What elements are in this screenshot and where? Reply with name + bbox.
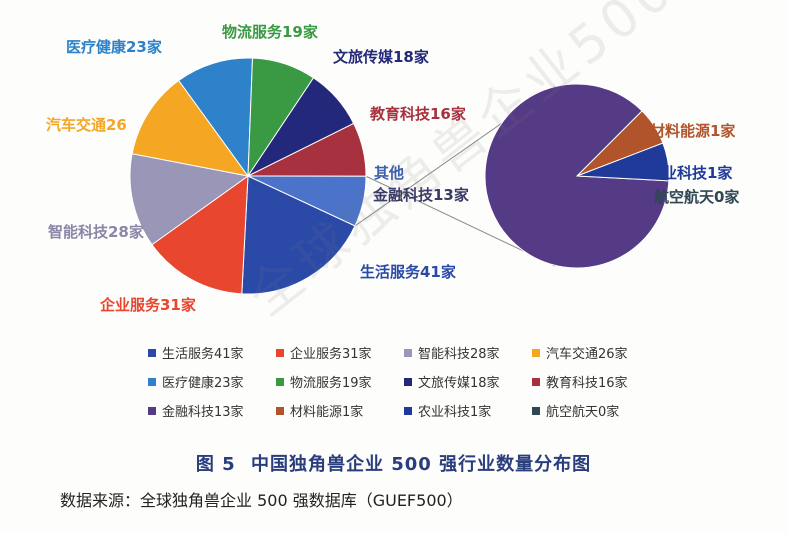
legend-label: 航空航天0家	[546, 405, 620, 420]
legend-label: 生活服务41家	[162, 347, 244, 362]
pie-slice-5	[177, 57, 254, 178]
legend-swatch	[532, 348, 540, 357]
legend-swatch	[404, 348, 412, 357]
pie-slice-4	[131, 79, 250, 177]
legend-swatch	[404, 377, 412, 386]
legend-item: 智能科技28家	[404, 343, 532, 362]
pie-slice-1	[241, 175, 356, 295]
legend-label: 金融科技13家	[162, 405, 244, 420]
pie-slice-2	[151, 174, 249, 295]
legend-swatch	[532, 406, 540, 415]
legend-swatch	[276, 348, 284, 357]
legend-label: 物流服务19家	[290, 376, 372, 391]
legend-item: 文旅传媒18家	[404, 372, 532, 391]
secondary-label-3: 业科技1家	[662, 164, 732, 182]
legend-item: 汽车交通26家	[532, 343, 660, 362]
legend-label: 医疗健康23家	[162, 376, 244, 391]
pie-slice-9	[247, 175, 367, 227]
legend-item: 物流服务19家	[276, 372, 404, 391]
data-source: 数据来源：全球独角兽企业 500 强数据库（GUEF500）	[60, 491, 463, 510]
data-label-3: 智能科技28家	[48, 223, 144, 241]
legend-label: 教育科技16家	[546, 376, 628, 391]
legend-row: 医疗健康23家 物流服务19家 文旅传媒18家 教育科技16家	[148, 367, 708, 396]
pie-slice-3	[129, 153, 250, 246]
figure-number: 图 5	[195, 454, 236, 475]
figure-caption: 图 5 中国独角兽企业 500 强行业数量分布图	[0, 450, 787, 476]
legend-row: 生活服务41家 企业服务31家 智能科技28家 汽车交通26家	[148, 338, 708, 367]
legend-swatch	[148, 377, 156, 386]
legend-item: 医疗健康23家	[148, 372, 276, 391]
legend-label: 材料能源1家	[290, 405, 364, 420]
secondary-pie	[484, 83, 670, 269]
legend-item: 金融科技13家	[148, 401, 276, 420]
data-label-6: 物流服务19家	[222, 23, 318, 41]
legend-swatch	[404, 406, 412, 415]
legend-label: 汽车交通26家	[546, 347, 628, 362]
data-label-8: 教育科技16家	[369, 105, 466, 123]
legend-label: 文旅传媒18家	[418, 376, 500, 391]
main-pie	[129, 57, 367, 295]
secondary-label-2: 材料能源1家	[650, 122, 735, 140]
data-label-7: 文旅传媒18家	[333, 48, 429, 66]
legend-swatch	[276, 406, 284, 415]
data-label-2: 企业服务31家	[99, 296, 196, 314]
legend-swatch	[276, 377, 284, 386]
legend-item: 教育科技16家	[532, 372, 660, 391]
data-label-1: 生活服务41家	[360, 263, 456, 281]
legend-item: 材料能源1家	[276, 401, 404, 420]
legend-item: 生活服务41家	[148, 343, 276, 362]
legend-label: 企业服务31家	[290, 347, 372, 362]
secondary-label-4: 航空航天0家	[654, 188, 739, 206]
legend-item: 航空航天0家	[532, 401, 660, 420]
secondary-slice-3	[576, 142, 670, 182]
secondary-label-1: 金融科技13家	[372, 186, 469, 204]
data-label-5: 医疗健康23家	[66, 38, 162, 56]
legend-swatch	[532, 377, 540, 386]
legend-item: 农业科技1家	[404, 401, 532, 420]
legend-swatch	[148, 348, 156, 357]
legend-label: 农业科技1家	[418, 405, 492, 420]
legend: 生活服务41家 企业服务31家 智能科技28家 汽车交通26家医疗健康23家 物流服务1…	[148, 338, 708, 425]
legend-swatch	[148, 406, 156, 415]
legend-row: 金融科技13家 材料能源1家 农业科技1家 航空航天0家	[148, 396, 708, 425]
figure-title: 中国独角兽企业 500 强行业数量分布图	[250, 454, 592, 475]
legend-label: 智能科技28家	[418, 347, 500, 362]
data-label-4: 汽车交通26	[46, 116, 127, 134]
data-label-9: 其他	[374, 164, 404, 182]
legend-item: 企业服务31家	[276, 343, 404, 362]
